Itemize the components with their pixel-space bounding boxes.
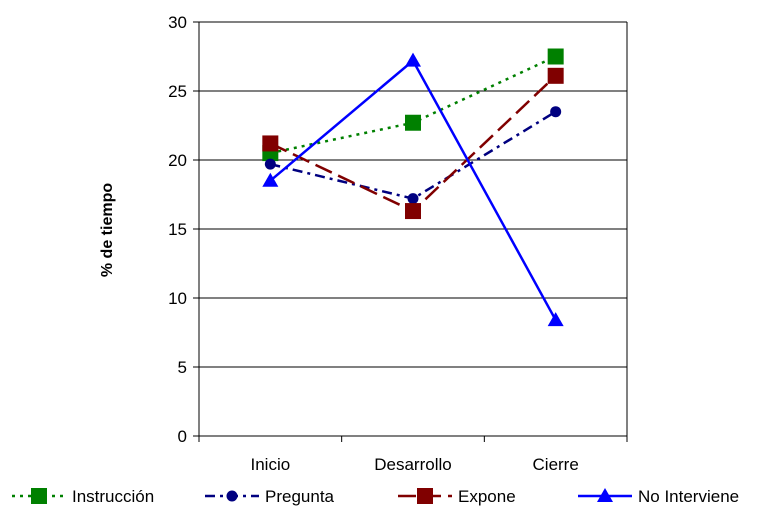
data-point [547, 48, 564, 65]
data-point [547, 312, 564, 327]
data-point [405, 203, 421, 220]
legend-label: Expone [458, 487, 516, 506]
series-line [270, 55, 557, 155]
y-tick-label: 15 [168, 220, 187, 239]
legend-label: Instrucción [72, 487, 154, 506]
y-tick-label: 5 [178, 358, 187, 377]
legend-label: No Interviene [638, 487, 739, 506]
data-point [405, 114, 421, 131]
series-pregunta [264, 106, 562, 205]
data-point [264, 158, 276, 170]
legend: Instrucción Pregunta Expone No Interviene [12, 487, 739, 506]
legend-marker [417, 488, 433, 504]
y-tick-label: 0 [178, 427, 187, 446]
y-tick-labels: 0 5 10 15 20 25 30 [168, 13, 187, 446]
y-tick-label: 20 [168, 151, 187, 170]
legend-item: No Interviene [578, 487, 739, 506]
data-point [405, 52, 421, 67]
series-group [262, 48, 564, 327]
x-tick-label: Cierre [533, 455, 579, 474]
series-no-interviene [262, 52, 564, 327]
data-point [547, 67, 564, 84]
x-tick-labels: Inicio Desarrollo Cierre [250, 455, 578, 474]
x-tick-label: Desarrollo [374, 455, 451, 474]
y-tick-label: 10 [168, 289, 187, 308]
data-point [262, 172, 279, 187]
data-point [407, 193, 419, 205]
legend-marker [226, 490, 238, 502]
data-point [262, 135, 279, 152]
legend-item: Expone [398, 487, 516, 506]
y-tick-label: 30 [168, 13, 187, 32]
legend-marker [31, 488, 47, 504]
x-tick-label: Inicio [250, 455, 290, 474]
legend-label: Pregunta [265, 487, 335, 506]
y-axis-label: % de tiempo [99, 183, 116, 277]
series-expone [262, 67, 564, 220]
legend-marker [597, 488, 613, 502]
data-point [550, 106, 562, 118]
axes [193, 21, 628, 442]
series-line [269, 58, 557, 321]
y-tick-label: 25 [168, 82, 187, 101]
legend-item: Pregunta [205, 487, 335, 506]
legend-item: Instrucción [12, 487, 154, 506]
